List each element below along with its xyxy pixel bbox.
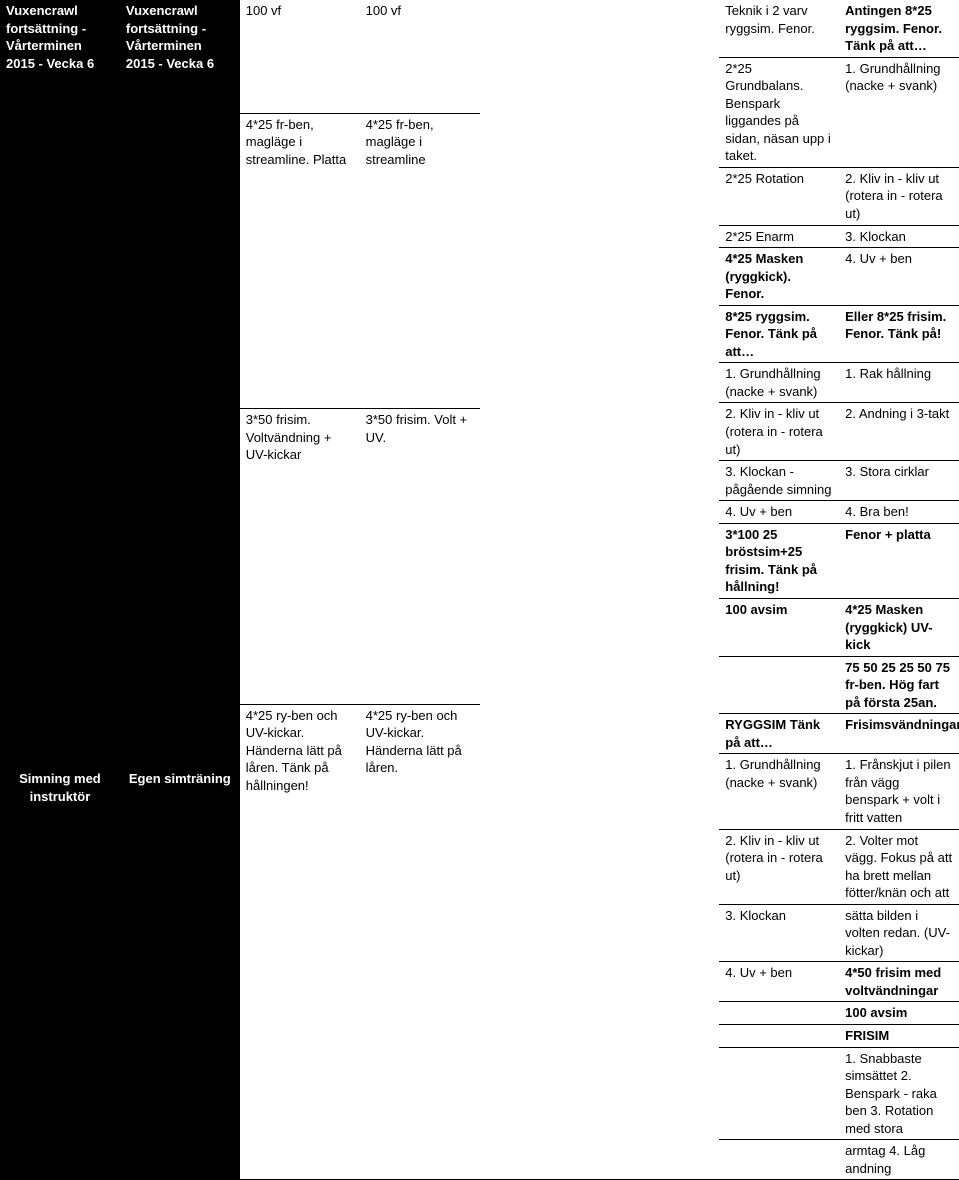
left-cell: 1. Grundhållning (nacke + svank) xyxy=(719,363,839,403)
right-cell: 4. Bra ben! xyxy=(839,501,959,524)
right-cell: 75 50 25 25 50 75 fr-ben. Hög fart på fö… xyxy=(839,656,959,714)
left-subtitle: Simning med instruktör xyxy=(0,768,120,1180)
left-cell xyxy=(719,656,839,714)
right-cell: Antingen 8*25 ryggsim. Fenor. Tänk på at… xyxy=(839,0,959,57)
left-cell: 4*25 ry-ben och UV-kickar. Händerna lätt… xyxy=(240,704,360,1180)
right-cell: 2. Andning i 3-takt xyxy=(839,403,959,461)
left-cell: RYGGSIM Tänk på att… xyxy=(719,714,839,754)
right-cell: armtag 4. Låg andning xyxy=(839,1140,959,1180)
right-cell: 2. Kliv in - kliv ut (rotera in - rotera… xyxy=(839,167,959,225)
left-cell: 3. Klockan xyxy=(719,904,839,962)
left-cell: 4*25 fr-ben, magläge i streamline. Platt… xyxy=(240,113,360,409)
left-cell: Teknik i 2 varv ryggsim. Fenor. xyxy=(719,0,839,57)
right-cell: 1. Frånskjut i pilen från vägg benspark … xyxy=(839,754,959,829)
left-cell: 1. Grundhållning (nacke + svank) xyxy=(719,754,839,829)
right-cell: 3. Klockan xyxy=(839,225,959,248)
left-cell xyxy=(719,1024,839,1047)
left-cell: 8*25 ryggsim. Fenor. Tänk på att… xyxy=(719,305,839,363)
left-cell: 4. Uv + ben xyxy=(719,501,839,524)
left-cell xyxy=(480,0,600,1180)
right-cell: 1. Grundhållning (nacke + svank) xyxy=(839,57,959,167)
right-cell: 100 vf xyxy=(360,0,480,113)
right-cell: 3. Stora cirklar xyxy=(839,461,959,501)
left-cell: 4. Uv + ben xyxy=(719,962,839,1002)
right-cell xyxy=(599,0,719,1180)
right-cell: 4*25 Masken (ryggkick) UV-kick xyxy=(839,598,959,656)
right-cell: 1. Rak hållning xyxy=(839,363,959,403)
right-cell: 4*25 fr-ben, magläge i streamline xyxy=(360,113,480,409)
left-title: Vuxencrawl fortsättning - Vårterminen 20… xyxy=(0,0,120,768)
left-cell xyxy=(719,1140,839,1180)
right-cell: Fenor + platta xyxy=(839,523,959,598)
right-subtitle: Egen simträning xyxy=(120,768,240,1180)
right-cell: sätta bilden i volten redan. (UV-kickar) xyxy=(839,904,959,962)
left-cell: 100 vf xyxy=(240,0,360,113)
left-cell: 2*25 Enarm xyxy=(719,225,839,248)
left-cell: 2. Kliv in - kliv ut (rotera in - rotera… xyxy=(719,403,839,461)
left-cell: 2. Kliv in - kliv ut (rotera in - rotera… xyxy=(719,829,839,904)
right-cell: 4*25 ry-ben och UV-kickar. Händerna lätt… xyxy=(360,704,480,1180)
left-cell: 3. Klockan - pågående simning xyxy=(719,461,839,501)
right-cell: 4. Uv + ben xyxy=(839,248,959,306)
left-cell xyxy=(719,1047,839,1140)
left-cell: 3*100 25 bröstsim+25 frisim. Tänk på hål… xyxy=(719,523,839,598)
left-cell: 4*25 Masken (ryggkick). Fenor. xyxy=(719,248,839,306)
right-cell: 2. Volter mot vägg. Fokus på att ha bret… xyxy=(839,829,959,904)
right-title: Vuxencrawl fortsättning - Vårterminen 20… xyxy=(120,0,240,768)
left-cell xyxy=(719,1002,839,1025)
right-cell: 1. Snabbaste simsättet 2. Benspark - rak… xyxy=(839,1047,959,1140)
right-cell: Frisimsvändningar xyxy=(839,714,959,754)
right-cell: FRISIM xyxy=(839,1024,959,1047)
left-cell: 2*25 Grundbalans. Benspark liggandes på … xyxy=(719,57,839,167)
page-root: Vuxencrawl fortsättning - Vårterminen 20… xyxy=(0,0,959,1180)
right-cell: 3*50 frisim. Volt + UV. xyxy=(360,409,480,705)
right-cell: Eller 8*25 frisim. Fenor. Tänk på! xyxy=(839,305,959,363)
left-cell: 100 avsim xyxy=(719,598,839,656)
left-cell: 3*50 frisim. Voltvändning + UV-kickar xyxy=(240,409,360,705)
right-cell: 100 avsim xyxy=(839,1002,959,1025)
left-cell: 2*25 Rotation xyxy=(719,167,839,225)
right-cell: 4*50 frisim med voltvändningar xyxy=(839,962,959,1002)
